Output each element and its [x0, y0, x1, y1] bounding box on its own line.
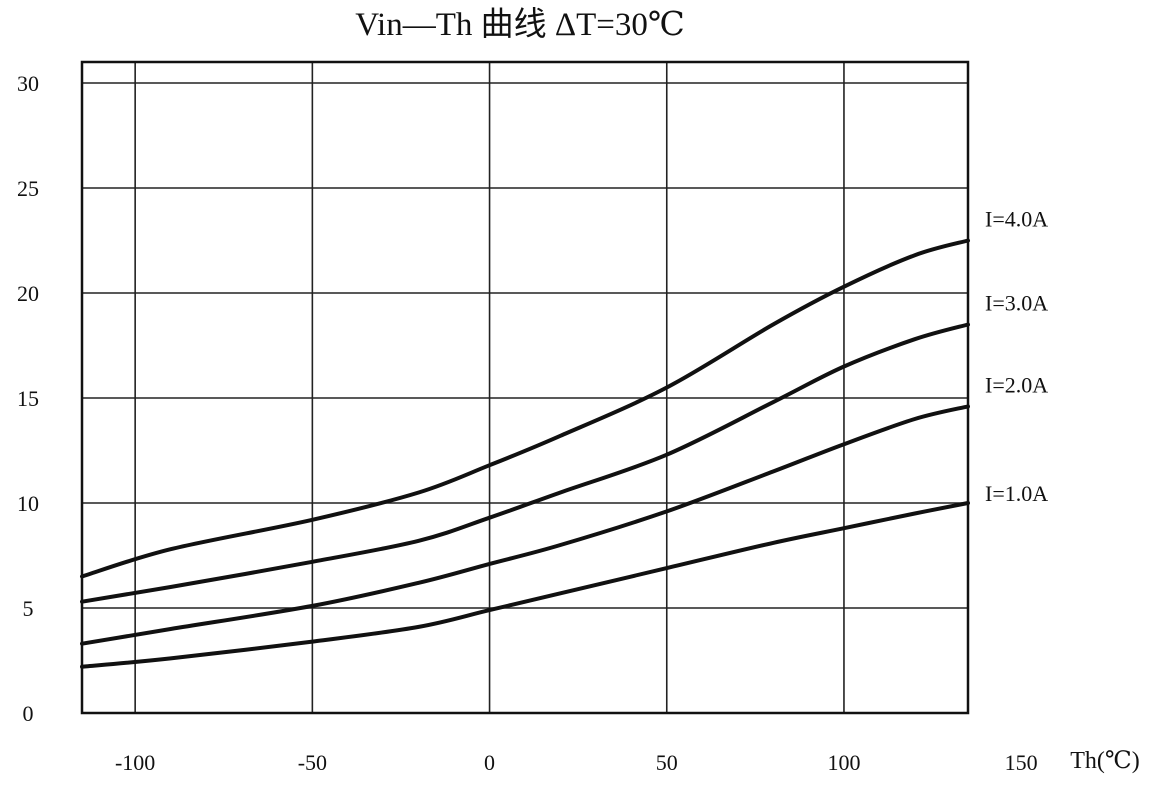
series-label: I=4.0A: [985, 207, 1048, 232]
x-tick-label: 0: [484, 750, 495, 775]
series-line: [80, 501, 970, 669]
x-tick-labels: -100 -50 0 50 100 150: [115, 750, 1038, 775]
x-axis-label: Th(℃): [1070, 748, 1140, 774]
y-tick-label: 15: [17, 386, 39, 411]
x-tick-label: 100: [827, 750, 860, 775]
chart-title: Vin—Th 曲线 ΔT=30℃: [355, 6, 685, 43]
y-tick-labels: 0 5 10 15 20 25 30: [17, 71, 39, 726]
series-line: [80, 404, 970, 646]
x-tick-label: -100: [115, 750, 155, 775]
series-lines: [80, 238, 970, 669]
y-tick-label: 10: [17, 491, 39, 516]
x-tick-label: 150: [1005, 750, 1038, 775]
series-label: I=2.0A: [985, 372, 1048, 397]
y-tick-label: 30: [17, 71, 39, 96]
series-line: [80, 238, 970, 579]
y-tick-label: 25: [17, 176, 39, 201]
series-labels: I=4.0A I=3.0A I=2.0A I=1.0A: [985, 207, 1048, 507]
plot-frame: [80, 60, 970, 715]
y-tick-label: 0: [23, 701, 34, 726]
series-label: I=3.0A: [985, 291, 1048, 316]
y-tick-label: 20: [17, 281, 39, 306]
y-tick-label: 5: [23, 596, 34, 621]
x-tick-label: 50: [656, 750, 678, 775]
x-tick-label: -50: [298, 750, 327, 775]
series-label: I=1.0A: [985, 481, 1048, 506]
series-line: [80, 322, 970, 604]
